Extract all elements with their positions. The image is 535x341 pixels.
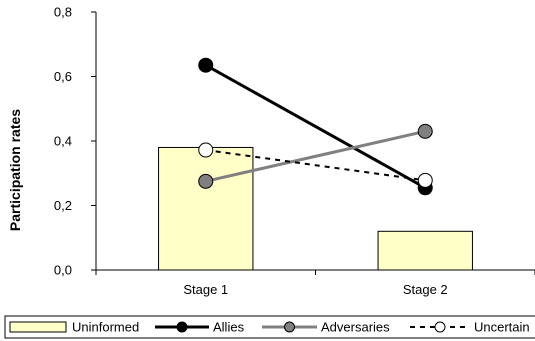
y-tick-label: 0,8 (54, 5, 72, 20)
line-uncertain (205, 149, 426, 182)
y-ticks: 0,0 0,2 0,4 0,6 0,8 (54, 5, 96, 278)
x-tick-label-stage-2: Stage 2 (403, 282, 448, 297)
legend-label-adversaries: Adversaries (321, 320, 390, 335)
legend-label-uninformed: Uninformed (72, 320, 139, 335)
x-ticks: Stage 1 Stage 2 (95, 270, 535, 297)
legend-marker-allies (176, 321, 188, 333)
legend-marker-adversaries (284, 321, 295, 333)
series-lines (205, 63, 426, 190)
series-markers (198, 57, 433, 196)
y-tick-label: 0,6 (54, 69, 72, 84)
bars (158, 146, 473, 271)
y-tick-label: 0,4 (54, 134, 72, 149)
point-adversaries-stage-1 (198, 173, 214, 189)
bar-uninformed-stage-2 (377, 230, 473, 271)
bar-uninformed-stage-1 (158, 146, 254, 271)
point-uncertain-stage-1 (198, 142, 214, 158)
legend-swatch-uninformed (9, 321, 67, 333)
legend-items: Uninformed Allies Adversaries Uncertain (9, 320, 530, 335)
line-allies (205, 63, 426, 190)
point-adversaries-stage-2 (417, 123, 433, 139)
plot-area: 0,0 0,2 0,4 0,6 0,8 Stage 1 Stage 2 (54, 5, 535, 297)
legend-label-allies: Allies (213, 320, 245, 335)
x-tick-label-stage-1: Stage 1 (183, 282, 228, 297)
line-adversaries (205, 129, 426, 183)
legend-marker-uncertain (434, 321, 446, 333)
y-tick-label: 0,2 (54, 198, 72, 213)
point-uncertain-stage-2 (417, 172, 433, 188)
y-tick-label: 0,0 (54, 263, 72, 278)
legend: Uninformed Allies Adversaries Uncertain (4, 315, 535, 339)
legend-label-uncertain: Uncertain (474, 320, 530, 335)
y-axis-title: Participation rates (7, 109, 23, 231)
point-allies-stage-1 (198, 57, 214, 73)
